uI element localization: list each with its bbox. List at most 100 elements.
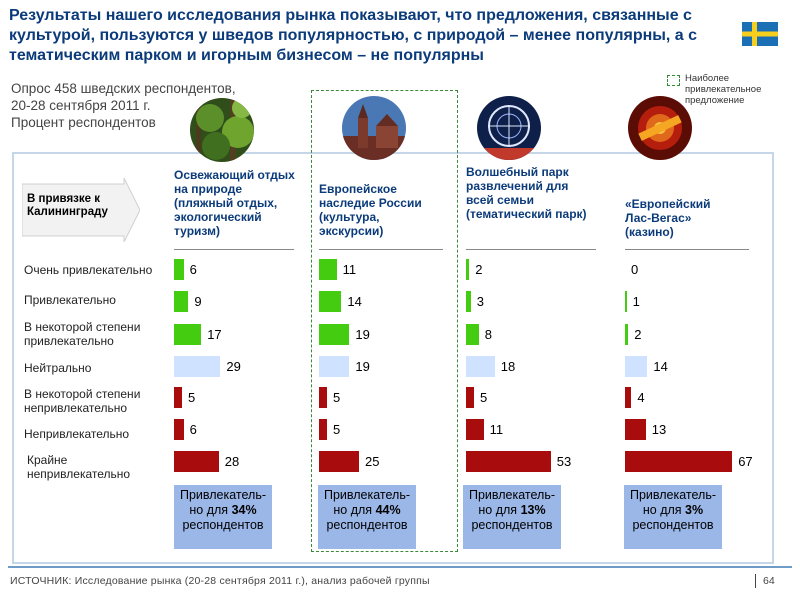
dashed-box-legend-icon	[667, 75, 680, 86]
column-header-underline	[466, 249, 596, 250]
bar-value-label: 6	[189, 422, 197, 437]
bar	[174, 387, 182, 408]
bar	[319, 324, 350, 345]
summary-box: Привлекатель-но для 13% респондентов	[463, 485, 561, 549]
bar	[466, 451, 551, 472]
summary-box: Привлекатель-но для 44% респондентов	[318, 485, 416, 549]
bar	[319, 419, 327, 440]
column-header-underline	[174, 249, 294, 250]
survey-subtitle: Опрос 458 шведских респондентов, 20-28 с…	[11, 80, 301, 131]
bar	[466, 356, 495, 377]
bar-value-label: 1	[632, 294, 640, 309]
bar	[466, 291, 471, 312]
summary-percent: 3%	[685, 503, 704, 517]
summary-prefix: Привлекатель-но для	[468, 488, 556, 517]
footer-divider	[8, 566, 792, 568]
bar	[319, 356, 350, 377]
bar-value-label: 13	[651, 422, 667, 437]
summary-box: Привлекатель-но для 3% респондентов	[624, 485, 722, 549]
bar-value-label: 3	[476, 294, 485, 309]
bar	[319, 387, 327, 408]
column-header-underline	[625, 249, 749, 250]
row-label: Крайне непривлекательно	[27, 453, 131, 481]
bar-value-label: 18	[500, 359, 516, 374]
bar	[174, 324, 202, 345]
bar-value-label: 2	[634, 327, 642, 342]
summary-prefix: Привлекатель-но для	[629, 488, 717, 517]
bar	[174, 451, 219, 472]
bar-value-label: 19	[355, 327, 370, 342]
column-header: Волшебный парк развлечений для всей семь…	[466, 165, 587, 221]
summary-prefix: Привлекатель-но для	[179, 488, 267, 517]
legend-label: Наиболее привлекательное предложение	[685, 73, 762, 106]
summary-percent: 34%	[231, 503, 257, 517]
source-note: ИСТОЧНИК: Исследование рынка (20-28 сент…	[10, 575, 430, 587]
bar-value-label: 0	[631, 262, 639, 277]
bar-value-label: 5	[333, 422, 341, 437]
subtitle-line: Процент респондентов	[11, 115, 156, 130]
bar-value-label: 5	[333, 390, 341, 405]
bar	[466, 419, 484, 440]
sweden-flag-icon	[742, 22, 778, 46]
legend: Наиболее привлекательное предложение	[667, 73, 797, 113]
casino-photo-icon	[628, 96, 692, 160]
row-label: Очень привлекательно	[24, 263, 153, 277]
bar	[319, 451, 359, 472]
bar-value-label: 2	[475, 262, 483, 277]
bar	[625, 291, 627, 312]
bar	[625, 356, 648, 377]
bar	[625, 419, 646, 440]
bar	[174, 356, 221, 377]
bar-value-label: 8	[484, 327, 493, 342]
column-header: Освежающий отдых на природе (пляжный отд…	[174, 168, 295, 238]
bar-value-label: 28	[224, 454, 240, 469]
summary-suffix: респондентов	[632, 518, 714, 532]
bar-value-label: 67	[738, 454, 753, 469]
bar-value-label: 11	[489, 422, 504, 437]
bar	[625, 451, 733, 472]
bar-value-label: 29	[226, 359, 241, 374]
bar-value-label: 4	[637, 390, 645, 405]
forest-photo-icon	[190, 98, 254, 162]
bar	[466, 387, 474, 408]
row-label: В некоторой степени непривлекательно	[24, 387, 141, 415]
page-number: 64	[763, 575, 775, 587]
column-header-underline	[319, 249, 443, 250]
summary-percent: 44%	[375, 503, 401, 517]
bar	[319, 291, 342, 312]
summary-percent: 13%	[520, 503, 546, 517]
bar	[174, 259, 184, 280]
castle-photo-icon	[342, 96, 406, 160]
bar-value-label: 14	[347, 294, 362, 309]
bar	[174, 291, 189, 312]
column-header: Европейское наследие России (культура, э…	[319, 182, 422, 238]
subtitle-line: Опрос 458 шведских респондентов,	[11, 81, 236, 96]
summary-box: Привлекатель-но для 34% респондентов	[174, 485, 272, 549]
ferris-wheel-photo-icon	[477, 96, 541, 160]
bar-value-label: 5	[188, 390, 196, 405]
bar-value-label: 5	[480, 390, 488, 405]
bar	[466, 259, 470, 280]
bar-value-label: 25	[365, 454, 380, 469]
bar	[625, 387, 632, 408]
slide-title: Результаты нашего исследования рынка пок…	[9, 7, 698, 64]
subtitle-line: 20-28 сентября 2011 г.	[11, 98, 151, 113]
bar-value-label: 6	[189, 262, 197, 277]
summary-suffix: респондентов	[326, 518, 408, 532]
bar-value-label: 17	[207, 327, 222, 342]
bar-value-label: 53	[556, 454, 572, 469]
row-label: Нейтрально	[24, 361, 92, 375]
bar	[174, 419, 184, 440]
bar-value-label: 19	[355, 359, 370, 374]
reference-arrow-icon	[22, 178, 140, 242]
bar-value-label: 9	[194, 294, 202, 309]
bar-value-label: 11	[342, 262, 357, 277]
bar	[466, 324, 479, 345]
row-label: Привлекательно	[24, 293, 116, 307]
best-offer-highlight	[311, 90, 458, 552]
row-label: В некоторой степени привлекательно	[24, 320, 141, 348]
bar-value-label: 14	[653, 359, 668, 374]
row-label: Непривлекательно	[24, 427, 130, 441]
bar	[319, 259, 337, 280]
page-separator	[755, 574, 756, 588]
